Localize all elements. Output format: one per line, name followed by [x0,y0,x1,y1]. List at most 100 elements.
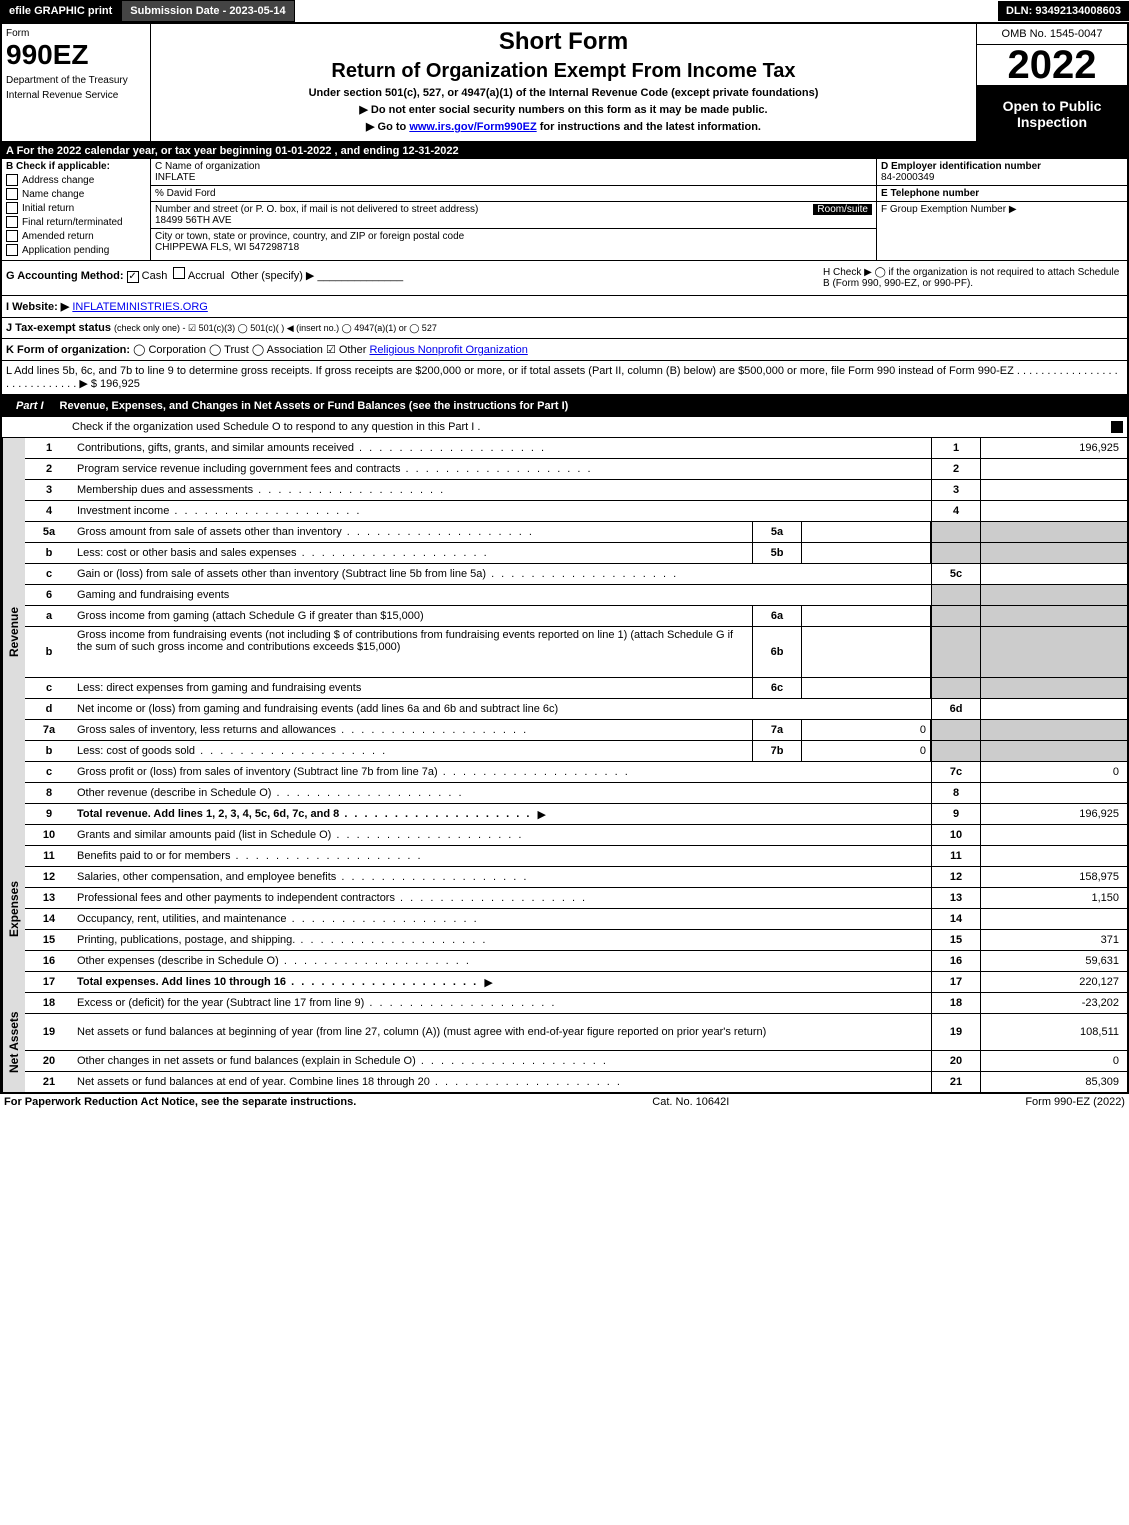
footer-right: Form 990-EZ (2022) [1025,1096,1125,1108]
line-6d: d Net income or (loss) from gaming and f… [25,699,1127,720]
instr-prefix: ▶ Go to [366,121,409,133]
dept-irs: Internal Revenue Service [6,90,146,101]
return-title: Return of Organization Exempt From Incom… [155,60,972,83]
check-application-pending[interactable]: Application pending [6,244,146,256]
line-2: 2 Program service revenue including gove… [25,459,1127,480]
tax-exempt-row: J Tax-exempt status (check only one) - ☑… [2,318,1127,339]
section-b: B Check if applicable: Address change Na… [2,159,151,260]
phone-row: E Telephone number [877,186,1127,202]
line-7b: b Less: cost of goods sold 7b 0 [25,741,1127,762]
checkbox-icon [6,174,18,186]
instr-suffix: for instructions and the latest informat… [537,121,761,133]
section-a: A For the 2022 calendar year, or tax yea… [2,143,1127,159]
line-9: 9 Total revenue. Add lines 1, 2, 3, 4, 5… [25,804,1127,825]
phone-label: E Telephone number [881,188,1123,199]
section-d: D Employer identification number 84-2000… [876,159,1127,260]
form-of-org-row: K Form of organization: ◯ Corporation ◯ … [2,339,1127,361]
checkbox-icon [6,216,18,228]
ein-row: D Employer identification number 84-2000… [877,159,1127,186]
checkbox-icon [6,188,18,200]
line-6b: b Gross income from fundraising events (… [25,627,1127,678]
open-public-badge: Open to Public Inspection [977,86,1127,141]
header-center: Short Form Return of Organization Exempt… [151,24,976,141]
dept-treasury: Department of the Treasury [6,75,146,86]
netassets-label: Net Assets [2,993,25,1092]
city-value: CHIPPEWA FLS, WI 547298718 [155,242,872,253]
checkbox-icon [6,244,18,256]
form-number: 990EZ [6,39,146,71]
line-7a: 7a Gross sales of inventory, less return… [25,720,1127,741]
website-row: I Website: ▶ INFLATEMINISTRIES.ORG [2,296,1127,318]
ssn-warning: ▶ Do not enter social security numbers o… [155,103,972,116]
line-6c: c Less: direct expenses from gaming and … [25,678,1127,699]
section-k-other-link[interactable]: Religious Nonprofit Organization [369,344,527,356]
line-16: 16 Other expenses (describe in Schedule … [25,951,1127,972]
group-label: F Group Exemption Number ▶ [881,204,1123,215]
submission-date-button[interactable]: Submission Date - 2023-05-14 [121,0,294,22]
street-value: 18499 56TH AVE [155,215,872,226]
schedule-o-checkbox-icon[interactable] [1111,421,1123,433]
header-right: OMB No. 1545-0047 2022 Open to Public In… [976,24,1127,141]
section-l-value: 196,925 [100,378,140,390]
section-h: H Check ▶ ◯ if the organization is not r… [823,267,1123,289]
section-k-label: K Form of organization: [6,344,130,356]
line-17: 17 Total expenses. Add lines 10 through … [25,972,1127,993]
dln-label: DLN: 93492134008603 [998,1,1129,21]
line-1: 1 Contributions, gifts, grants, and simi… [25,438,1127,459]
section-g: G Accounting Method: Cash Accrual Other … [6,267,403,289]
form-label: Form [6,28,146,39]
footer: For Paperwork Reduction Act Notice, see … [0,1094,1129,1110]
short-form-title: Short Form [155,28,972,56]
section-j-detail: (check only one) - ☑ 501(c)(3) ◯ 501(c)(… [114,323,437,333]
goto-instruction: ▶ Go to www.irs.gov/Form990EZ for instru… [155,120,972,133]
checkbox-icon [6,202,18,214]
org-name-row: C Name of organization INFLATE [151,159,876,186]
ein-label: D Employer identification number [881,161,1123,172]
efile-button[interactable]: efile GRAPHIC print [0,0,121,22]
line-15: 15 Printing, publications, postage, and … [25,930,1127,951]
footer-left: For Paperwork Reduction Act Notice, see … [4,1096,356,1108]
street-label: Number and street (or P. O. box, if mail… [155,204,478,215]
org-name: INFLATE [155,172,872,183]
cash-checkbox-icon[interactable] [127,271,139,283]
expense-section: Expenses 10 Grants and similar amounts p… [2,825,1127,993]
info-row: B Check if applicable: Address change Na… [2,159,1127,261]
check-address-change[interactable]: Address change [6,174,146,186]
part-1-title: Revenue, Expenses, and Changes in Net As… [60,400,569,412]
revenue-section: Revenue 1 Contributions, gifts, grants, … [2,438,1127,825]
website-link[interactable]: INFLATEMINISTRIES.ORG [72,301,207,313]
line-21: 21 Net assets or fund balances at end of… [25,1072,1127,1092]
part-1-header: Part I Revenue, Expenses, and Changes in… [2,395,1127,417]
checkbox-icon [6,230,18,242]
line-4: 4 Investment income 4 [25,501,1127,522]
section-k-options: ◯ Corporation ◯ Trust ◯ Association ☑ Ot… [133,344,366,356]
header-left: Form 990EZ Department of the Treasury In… [2,24,151,141]
line-18: 18 Excess or (deficit) for the year (Sub… [25,993,1127,1014]
section-l-text: L Add lines 5b, 6c, and 7b to line 9 to … [6,365,1118,390]
top-bar: efile GRAPHIC print Submission Date - 20… [0,0,1129,22]
line-6: 6 Gaming and fundraising events [25,585,1127,606]
section-b-title: B Check if applicable: [6,161,146,172]
city-row: City or town, state or province, country… [151,229,876,255]
line-20: 20 Other changes in net assets or fund b… [25,1051,1127,1072]
check-name-change[interactable]: Name change [6,188,146,200]
care-of-row: % David Ford [151,186,876,202]
line-19: 19 Net assets or fund balances at beginn… [25,1014,1127,1051]
check-final-return[interactable]: Final return/terminated [6,216,146,228]
line-14: 14 Occupancy, rent, utilities, and maint… [25,909,1127,930]
accrual-checkbox-icon[interactable] [173,267,185,279]
check-amended-return[interactable]: Amended return [6,230,146,242]
check-initial-return[interactable]: Initial return [6,202,146,214]
section-l-row: L Add lines 5b, 6c, and 7b to line 9 to … [2,361,1127,395]
line-6a: a Gross income from gaming (attach Sched… [25,606,1127,627]
netassets-section: Net Assets 18 Excess or (deficit) for th… [2,993,1127,1092]
form-container: Form 990EZ Department of the Treasury In… [0,22,1129,1094]
irs-link[interactable]: www.irs.gov/Form990EZ [409,121,536,133]
expense-label: Expenses [2,825,25,993]
section-g-label: G Accounting Method: [6,270,124,282]
section-j-label: J Tax-exempt status [6,322,111,334]
form-header: Form 990EZ Department of the Treasury In… [2,24,1127,143]
line-3: 3 Membership dues and assessments 3 [25,480,1127,501]
part-1-label: Part I [8,398,52,414]
group-row: F Group Exemption Number ▶ [877,202,1127,260]
